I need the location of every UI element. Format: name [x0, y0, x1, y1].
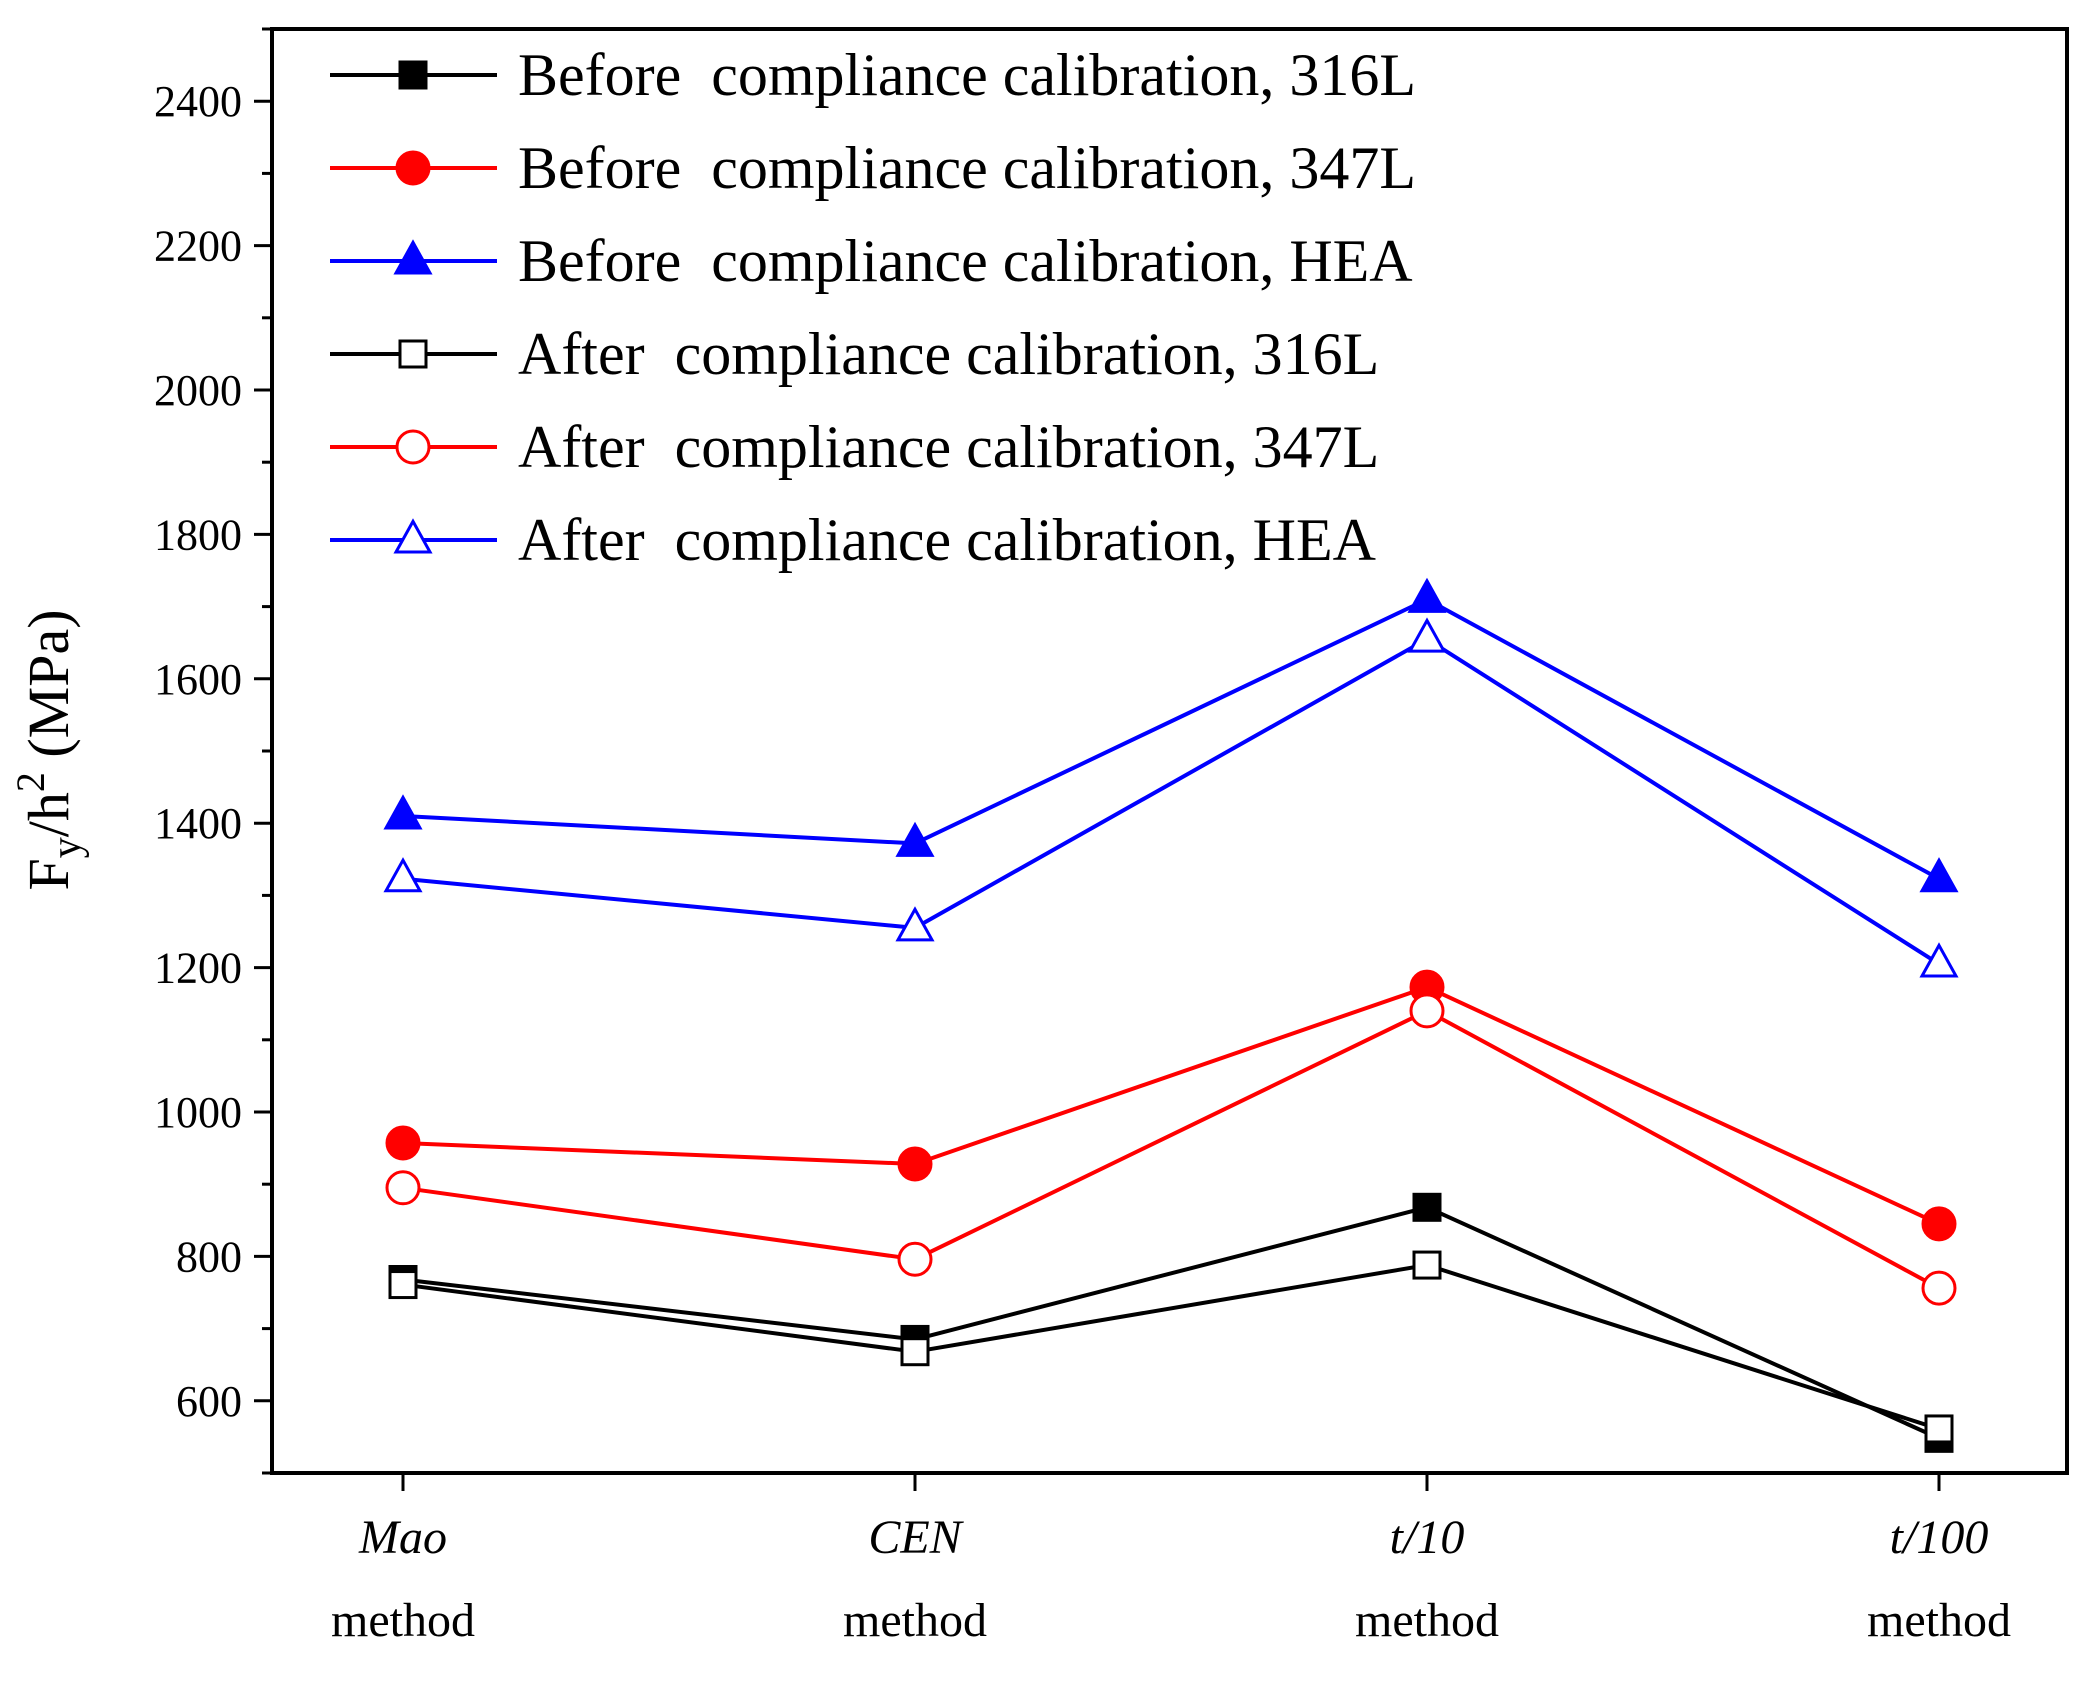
- data-point-square: [1412, 1192, 1442, 1222]
- data-point-square: [900, 1337, 930, 1367]
- legend-entry: Before compliance calibration, 347L: [330, 135, 1416, 201]
- series-line: [402, 1263, 1940, 1431]
- y-tick-label: 600: [176, 1377, 242, 1426]
- y-tick-label: 1000: [154, 1088, 242, 1137]
- data-point-triangle: [895, 821, 935, 857]
- x-category-subtitle: method: [1867, 1594, 2011, 1647]
- legend-marker: [395, 429, 431, 465]
- legend-marker: [395, 150, 431, 186]
- data-point-circle: [1921, 1270, 1957, 1306]
- data-point-circle: [897, 1146, 933, 1182]
- legend-label: After compliance calibration, 316L: [518, 321, 1379, 387]
- data-point-triangle: [1407, 617, 1447, 653]
- series-line: [402, 985, 1940, 1226]
- legend-marker: [393, 518, 433, 554]
- y-tick-label: 2200: [154, 222, 242, 271]
- x-category-subtitle: method: [843, 1594, 987, 1647]
- series-markers: [385, 969, 1957, 1242]
- data-point-circle: [385, 1170, 421, 1206]
- y-tick-label: 1800: [154, 510, 242, 559]
- legend-label: Before compliance calibration, 316L: [518, 42, 1416, 108]
- x-category-subtitle: method: [1355, 1594, 1499, 1647]
- series-markers: [385, 993, 1957, 1306]
- series-group: [402, 637, 1941, 966]
- legend-entry: Before compliance calibration, 316L: [330, 42, 1416, 108]
- legend-label: After compliance calibration, 347L: [518, 414, 1379, 480]
- series-markers: [383, 617, 1959, 978]
- series-layer: [383, 577, 1959, 1453]
- data-point-circle: [1921, 1206, 1957, 1242]
- series-markers: [383, 577, 1959, 893]
- y-axis-label: Fy/h2 (MPa): [8, 609, 90, 890]
- y-tick-label: 2000: [154, 366, 242, 415]
- legend-entry: After compliance calibration, 347L: [330, 414, 1379, 480]
- series-markers: [388, 1192, 1954, 1453]
- legend-entry: After compliance calibration, 316L: [330, 321, 1379, 387]
- series-line: [402, 597, 1940, 881]
- legend-marker: [398, 60, 428, 90]
- series-group: [402, 985, 1940, 1226]
- legend-entry: After compliance calibration, HEA: [330, 507, 1376, 573]
- series-group: [402, 597, 1940, 881]
- data-point-circle: [385, 1125, 421, 1161]
- legend: Before compliance calibration, 316L Befor…: [330, 42, 1416, 573]
- data-point-triangle: [1919, 942, 1959, 978]
- legend-marker: [393, 239, 433, 275]
- x-category-name: CEN: [868, 1511, 964, 1564]
- y-tick-label: 2400: [154, 77, 242, 126]
- data-point-triangle: [1919, 857, 1959, 893]
- legend-marker: [398, 339, 428, 369]
- data-point-square: [1924, 1414, 1954, 1444]
- series-group: [402, 1263, 1940, 1431]
- series-line: [402, 1205, 1940, 1441]
- legend-label: Before compliance calibration, 347L: [518, 135, 1416, 201]
- legend-label: Before compliance calibration, HEA: [518, 228, 1413, 294]
- data-point-circle: [1409, 993, 1445, 1029]
- x-category-subtitle: method: [331, 1594, 475, 1647]
- data-point-triangle: [383, 794, 423, 830]
- legend-label: After compliance calibration, HEA: [518, 507, 1376, 573]
- series-line: [402, 1008, 1940, 1290]
- data-point-triangle: [383, 857, 423, 893]
- x-category-name: t/10: [1390, 1511, 1465, 1564]
- y-tick-label: 1400: [154, 799, 242, 848]
- series-group: [402, 1205, 1940, 1441]
- y-tick-label: 1600: [154, 655, 242, 704]
- y-tick-label: 1200: [154, 944, 242, 993]
- y-tick-label: 800: [176, 1232, 242, 1281]
- axes: 600 800 1000 1200 1400 1600 1800 2000 2200 2400 Ma…: [154, 27, 2011, 1647]
- legend-entry: Before compliance calibration, HEA: [330, 228, 1413, 294]
- data-point-triangle: [1407, 577, 1447, 613]
- data-point-square: [1412, 1250, 1442, 1280]
- x-category-name: Mao: [358, 1511, 447, 1564]
- series-group: [402, 1008, 1940, 1290]
- series-markers: [388, 1250, 1954, 1444]
- series-line: [402, 637, 1941, 966]
- data-point-triangle: [895, 906, 935, 942]
- data-point-square: [388, 1270, 418, 1300]
- data-point-circle: [897, 1241, 933, 1277]
- x-category-name: t/100: [1890, 1511, 1989, 1564]
